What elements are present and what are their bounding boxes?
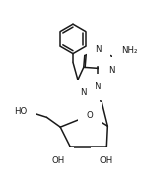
Text: O: O xyxy=(86,111,93,120)
Text: N: N xyxy=(80,88,87,97)
Text: OH: OH xyxy=(52,156,65,165)
Text: N: N xyxy=(108,66,115,75)
Text: HO: HO xyxy=(15,107,28,116)
Text: OH: OH xyxy=(100,156,113,165)
Text: N: N xyxy=(94,82,101,91)
Text: NH₂: NH₂ xyxy=(121,46,138,55)
Text: N: N xyxy=(95,45,102,54)
